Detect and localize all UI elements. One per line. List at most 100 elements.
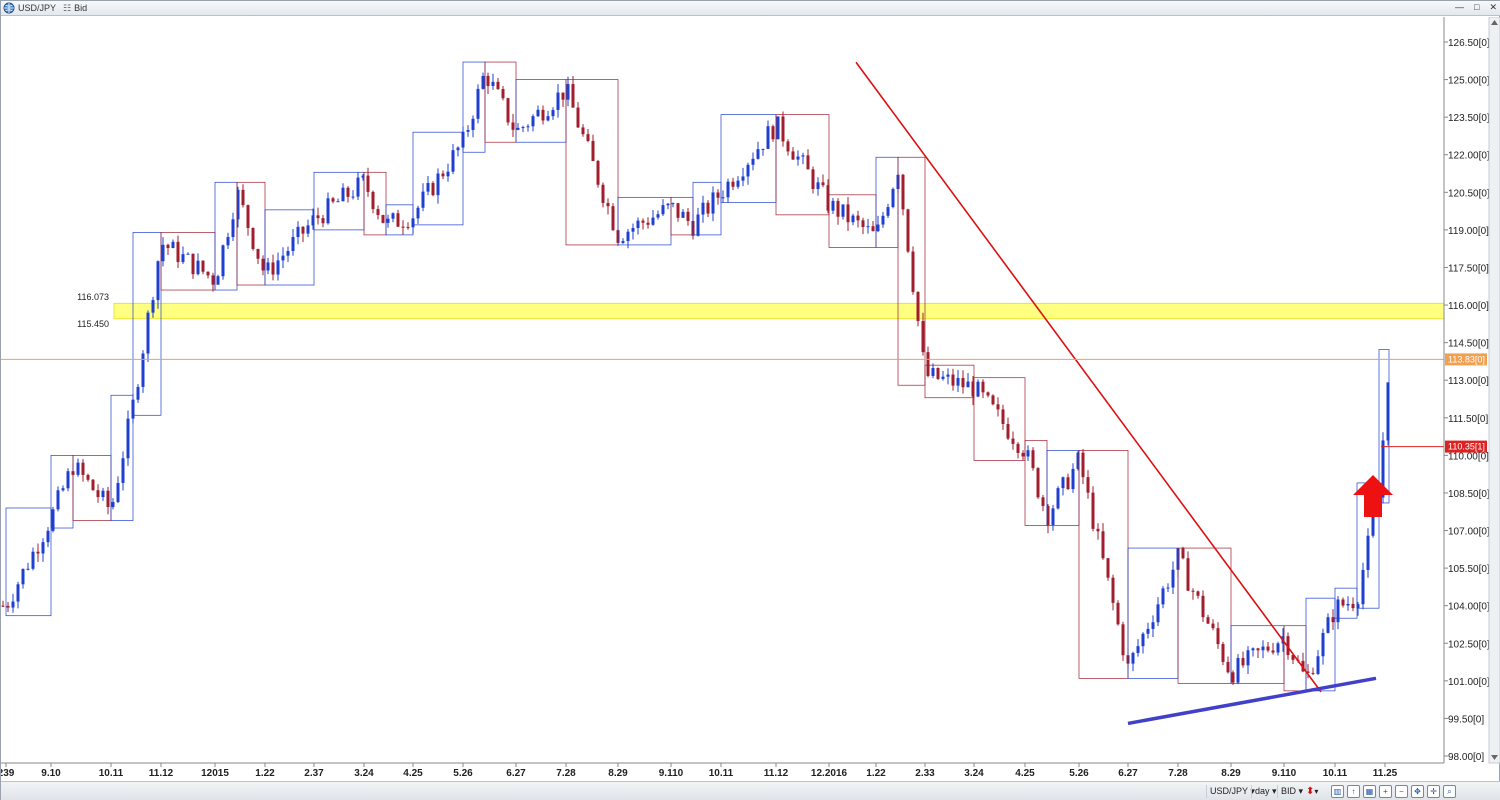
y-tick-label: 99.50[0]	[1448, 714, 1484, 725]
x-tick-label: 5.26	[1069, 768, 1089, 779]
price-bar-body	[981, 381, 985, 393]
y-tick-label: 98.00[0]	[1448, 752, 1484, 763]
price-bar-body	[881, 215, 885, 225]
y-tick-label: 113.00[0]	[1448, 376, 1489, 387]
price-bar-body	[1146, 628, 1150, 634]
y-axis[interactable]: 126.50[0] 125.00[0] 123.50[0] 122.00[0] 120.…	[1444, 38, 1490, 763]
price-bar-body	[1226, 661, 1230, 673]
price-bar-body	[621, 241, 625, 243]
price-bar-body	[756, 149, 760, 159]
price-bar-body	[1371, 514, 1375, 536]
price-bar-body	[1201, 595, 1205, 618]
x-tick-label: 4.25	[403, 768, 423, 779]
price-bar-body	[601, 184, 605, 203]
price-bar-body	[396, 213, 400, 227]
price-bar-body	[531, 116, 535, 127]
y-tick-label: 117.50[0]	[1448, 263, 1489, 274]
grid-icon[interactable]: ▦	[1363, 785, 1376, 798]
price-bar-body	[1366, 535, 1370, 570]
scroll-down-icon[interactable]	[1491, 755, 1498, 760]
support-trendline[interactable]	[1127, 676, 1377, 726]
price-bar-body	[1141, 633, 1145, 647]
price-side-label: Bid	[74, 3, 88, 13]
price-bar-body	[286, 251, 290, 256]
candles-icon[interactable]: ▥	[1331, 785, 1344, 798]
price-bar-body	[1081, 452, 1085, 478]
price-bar-body	[466, 129, 470, 132]
price-bar-body	[1206, 617, 1210, 624]
price-bar-body	[121, 458, 125, 483]
price-bar-body	[611, 206, 615, 231]
pan-icon[interactable]: ✥	[1411, 785, 1424, 798]
price-bar-body	[1016, 443, 1020, 453]
price-type-dropdown[interactable]: BID ▾	[1277, 785, 1306, 798]
y-tick-label: 122.00[0]	[1448, 151, 1490, 162]
price-bar-body	[1031, 450, 1035, 469]
range-box	[1378, 349, 1390, 504]
range-box	[5, 507, 52, 617]
price-bar-body	[656, 214, 660, 218]
price-bar-body	[301, 226, 305, 234]
price-bar-body	[901, 174, 905, 210]
x-tick-label: 6.27	[1118, 768, 1138, 779]
price-bar-body	[391, 213, 395, 219]
price-bar-body	[776, 116, 780, 140]
price-bar-body	[316, 215, 320, 219]
y-tick-label: 102.50[0]	[1448, 639, 1490, 650]
price-bar-body	[826, 185, 830, 211]
crosshair-icon[interactable]: ✛	[1427, 785, 1440, 798]
price-bar-body	[1216, 628, 1220, 645]
price-bar-body	[716, 192, 720, 198]
y-tick-label: 107.00[0]	[1448, 527, 1490, 538]
price-bar-body	[956, 377, 960, 386]
range-box	[775, 114, 830, 216]
price-bar-body	[1161, 588, 1165, 605]
price-bar-body	[346, 187, 350, 197]
maximize-button[interactable]: □	[1474, 2, 1480, 12]
price-chart[interactable]: 116.073 115.450 113.83[0] 110.35[1] 126.50…	[1, 17, 1500, 781]
price-bar-body	[236, 189, 240, 220]
price-bar-body	[581, 127, 585, 135]
price-bar-body	[21, 569, 25, 585]
timeframe-dropdown[interactable]: day ▾	[1251, 785, 1280, 798]
magnify-icon[interactable]: ⌕	[1443, 785, 1456, 798]
current-price-label: 113.83[0]	[1448, 354, 1485, 364]
price-bar-body	[921, 321, 925, 353]
price-bar-body	[1316, 656, 1320, 674]
price-bar-body	[541, 109, 545, 121]
price-bar-body	[1251, 648, 1255, 651]
arrow-up-icon[interactable]: ↑	[1347, 785, 1360, 798]
price-bar-body	[741, 176, 745, 181]
scroll-up-icon[interactable]	[1491, 20, 1498, 25]
vertical-scrollbar[interactable]	[1488, 17, 1500, 764]
price-bar-body	[226, 237, 230, 246]
x-tick-label: 9.110	[1272, 768, 1297, 779]
layout-icon[interactable]: ☷	[63, 2, 72, 13]
x-tick-label: 11.12	[149, 768, 174, 779]
zoom-out-icon[interactable]: −	[1395, 785, 1408, 798]
price-bar-body	[816, 182, 820, 189]
x-tick-label: 1.22	[866, 768, 886, 779]
x-tick-label: 8.29	[1221, 768, 1241, 779]
x-tick-label: 12.2016	[811, 768, 848, 779]
close-button[interactable]: ✕	[1489, 2, 1497, 12]
price-bar-body	[186, 253, 190, 255]
price-bar-body	[241, 189, 245, 206]
minimize-button[interactable]: —	[1455, 2, 1465, 12]
symbol-dropdown[interactable]: USD/JPY ▾	[1206, 785, 1258, 798]
price-bar-body	[1326, 617, 1330, 633]
price-bar-body	[431, 183, 435, 196]
price-bar-body	[1211, 623, 1215, 629]
price-bar-body	[761, 148, 765, 150]
resistance-trendline[interactable]	[855, 61, 1322, 693]
price-bar-body	[66, 471, 70, 489]
zoom-in-icon[interactable]: +	[1379, 785, 1392, 798]
price-bar-body	[181, 254, 185, 263]
trend-lines[interactable]	[855, 61, 1377, 726]
x-axis[interactable]: 239 9.10 10.11 11.12 12015 1.22 2.37 3.24 4.25 5.…	[1, 763, 1398, 779]
marker-tool-icon[interactable]: ⬍ ▾	[1306, 786, 1319, 797]
price-bar-body	[366, 175, 370, 192]
price-bar-body	[1386, 382, 1390, 441]
price-bar-body	[1116, 602, 1120, 625]
y-tick-label: 105.50[0]	[1448, 564, 1490, 575]
